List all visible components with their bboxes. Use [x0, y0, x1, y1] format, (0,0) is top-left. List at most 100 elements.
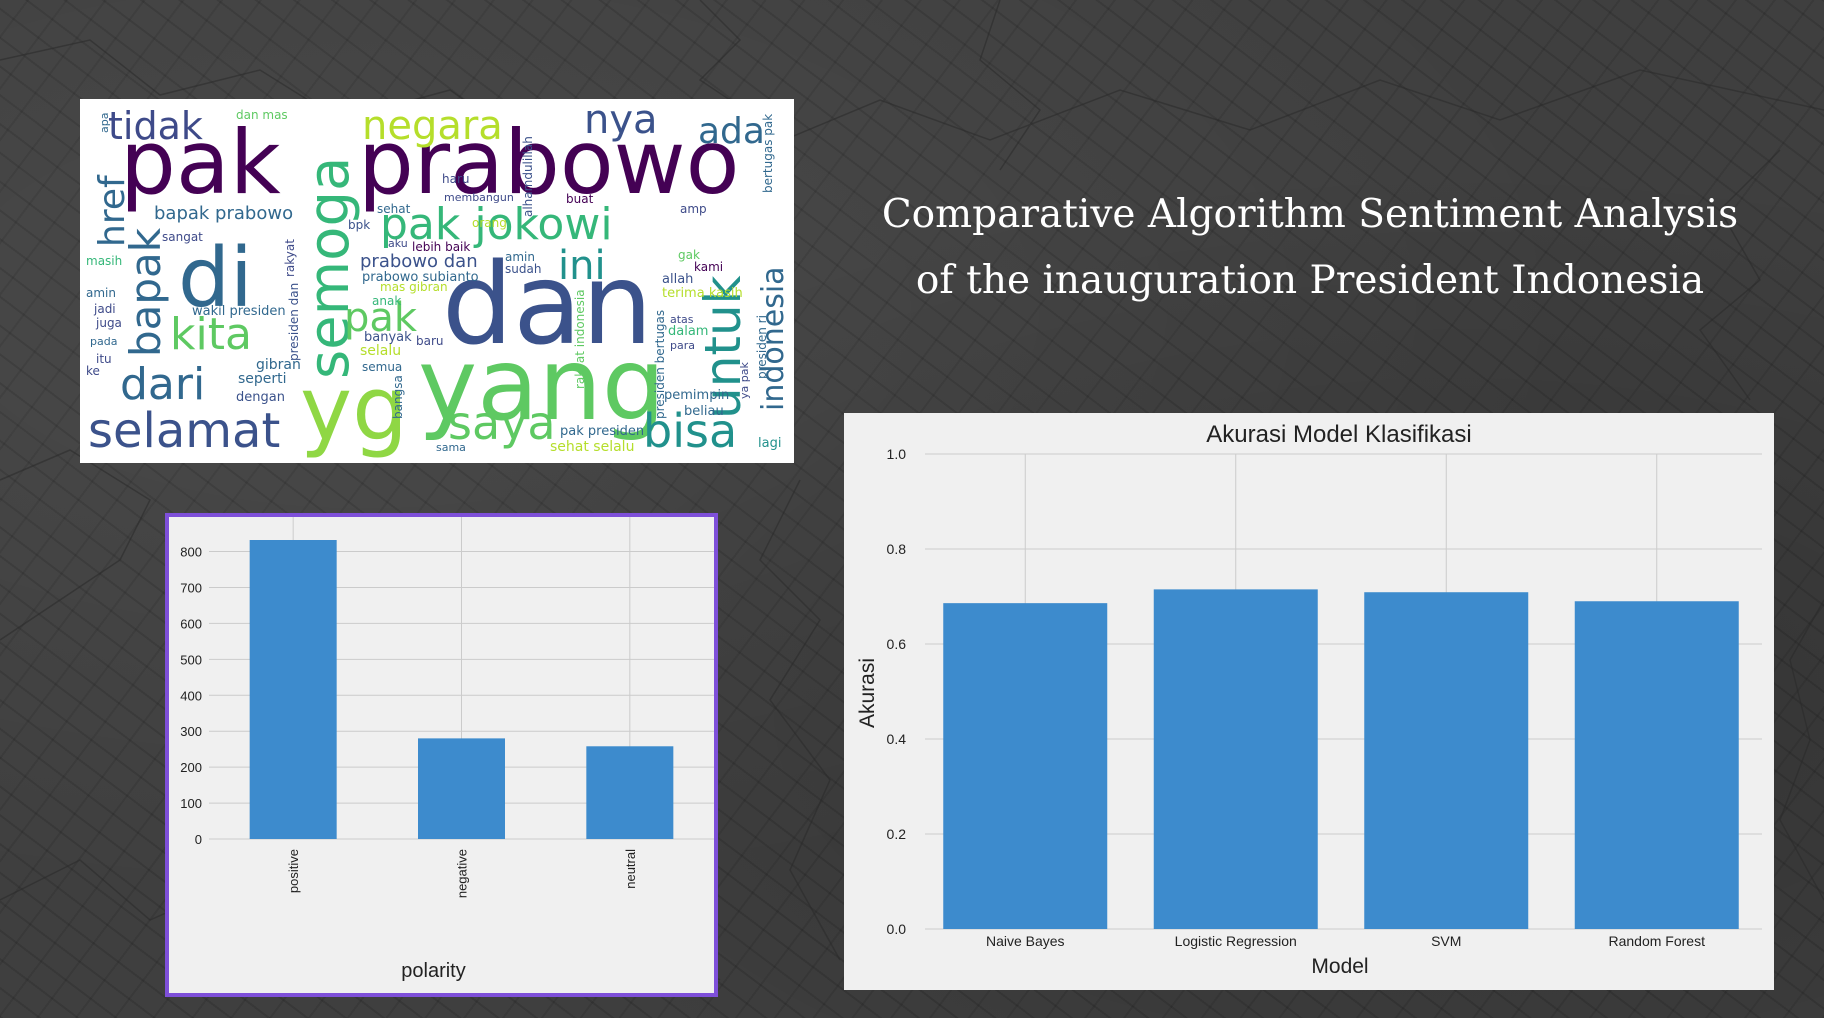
y-tick-label: 100 — [180, 796, 202, 811]
bar-random-forest — [1574, 601, 1739, 929]
wc-word: pak presiden — [560, 424, 644, 439]
wc-word: masih — [86, 254, 122, 268]
wc-word: pak jokowi — [380, 199, 613, 250]
title-line-1: Comparative Algorithm Sentiment Analysis — [881, 192, 1739, 237]
wc-word: nya — [584, 99, 658, 143]
y-tick-label: 800 — [180, 545, 202, 560]
wc-word: href — [92, 174, 133, 247]
bar-neutral — [586, 746, 674, 839]
wc-word: itu — [96, 352, 112, 366]
wc-word: pak — [344, 295, 418, 341]
wc-word: tidak — [108, 104, 203, 148]
word-cloud: pak prabowo dan di yang yg semoga untuk … — [80, 99, 794, 463]
x-tick-label: negative — [455, 849, 470, 898]
polarity-bar-chart: 0 100 200 300 400 500 600 700 800 positive negativ… — [180, 517, 714, 982]
y-tick-label: 600 — [180, 616, 202, 631]
wc-word: di — [178, 231, 253, 326]
wc-word: para — [670, 339, 695, 352]
y-tick-label: 1.0 — [887, 446, 907, 462]
bar-naive-bayes — [943, 603, 1108, 929]
wc-word: pak — [120, 111, 281, 214]
x-tick-label: positive — [286, 849, 301, 893]
wc-word: dari — [120, 359, 205, 410]
wc-word: dengan — [236, 390, 285, 405]
wc-word: ada — [698, 111, 765, 152]
title-line-2: of the inauguration President Indonesia — [915, 258, 1705, 303]
wc-word: baru — [416, 334, 444, 348]
wc-word: negara — [362, 103, 503, 149]
y-axis-label: Akurasi — [856, 658, 879, 728]
wc-word: sama — [436, 441, 466, 454]
wc-word: seperti — [238, 371, 287, 387]
y-tick-label: 0.2 — [887, 826, 907, 842]
chart-title: Akurasi Model Klasifikasi — [1206, 421, 1471, 448]
wc-word: aku — [388, 237, 408, 250]
accuracy-chart-panel: 0.0 0.2 0.4 0.6 0.8 1.0 Naive Bayes Logistic Re… — [844, 413, 1774, 990]
wc-word: banyak — [364, 330, 412, 345]
wc-word: semua — [362, 360, 402, 374]
wc-word: pada — [90, 335, 117, 348]
wc-word: gak — [678, 248, 700, 262]
wc-word: semoga — [297, 157, 362, 379]
accuracy-bar-chart: 0.0 0.2 0.4 0.6 0.8 1.0 Naive Bayes Logistic Re… — [856, 421, 1762, 978]
wc-word: bangsa — [391, 375, 405, 419]
x-axis-label: polarity — [401, 960, 465, 982]
wc-word: sehat — [377, 202, 411, 216]
wc-word: ke — [86, 364, 100, 378]
word-cloud-canvas: pak prabowo dan di yang yg semoga untuk … — [80, 99, 794, 463]
wc-word: orang — [472, 216, 507, 230]
bar-negative — [418, 738, 505, 839]
y-tick-label: 0.0 — [887, 921, 907, 937]
wc-word: rakyat indonesia — [573, 289, 587, 389]
wc-word: terima kasih — [662, 286, 743, 301]
wc-word: presiden dan — [287, 283, 301, 361]
wc-word: atas — [670, 313, 694, 326]
wc-word: prabowo — [358, 111, 739, 214]
wc-word: gibran — [256, 357, 301, 373]
y-tick-label: 400 — [180, 688, 202, 703]
wc-word: indonesia — [756, 266, 791, 411]
wc-word: buat — [566, 192, 594, 206]
wc-word: sangat — [162, 230, 203, 244]
wc-word: sudah — [505, 262, 541, 276]
x-axis-label: Model — [1311, 955, 1368, 978]
x-tick-label: neutral — [623, 849, 638, 889]
wc-word: membangun — [444, 191, 514, 204]
wc-word: yg — [300, 357, 408, 460]
wc-word: ini — [558, 243, 606, 289]
x-tick-label: Naive Bayes — [986, 933, 1065, 949]
page-title: Comparative Algorithm Sentiment Analysis… — [830, 182, 1790, 314]
wc-word: bertugas pak — [761, 114, 775, 193]
wc-word: bpk — [348, 218, 370, 232]
wc-word: alhamdulillah — [521, 136, 535, 217]
wc-word: ya pak — [738, 362, 751, 399]
wc-word: allah — [662, 272, 693, 287]
wc-word: mas gibran — [380, 280, 448, 294]
wc-word: sehat selalu — [550, 439, 634, 455]
wc-word: apa — [98, 113, 111, 133]
y-tick-label: 0.8 — [887, 541, 907, 557]
wc-word: lebih baik — [412, 240, 470, 254]
wc-word: rakyat — [283, 239, 297, 277]
wc-word: bapak prabowo — [154, 203, 293, 224]
y-tick-label: 0 — [195, 832, 202, 847]
wc-word: haru — [442, 172, 470, 186]
x-tick-label: Random Forest — [1609, 933, 1706, 949]
bar-svm — [1364, 592, 1529, 929]
wc-word: lagi — [758, 436, 781, 451]
wc-word: prabowo subianto — [362, 270, 479, 285]
wc-word: selamat — [88, 403, 280, 459]
y-tick-label: 0.6 — [887, 636, 907, 652]
wc-word: presiden ri — [755, 315, 769, 379]
x-tick-label: SVM — [1431, 933, 1461, 949]
bar-positive — [249, 540, 337, 839]
wc-word: amin — [505, 250, 535, 264]
x-tick-label: Logistic Regression — [1175, 933, 1297, 949]
wc-word: presiden bertugas — [653, 310, 667, 419]
wc-word: amp — [680, 202, 707, 216]
wc-word: wakil presiden — [192, 304, 286, 319]
wc-word: juga — [95, 316, 122, 330]
wc-word: prabowo dan — [360, 251, 478, 272]
wc-word: beliau — [684, 404, 724, 419]
wc-word: kami — [694, 260, 723, 274]
